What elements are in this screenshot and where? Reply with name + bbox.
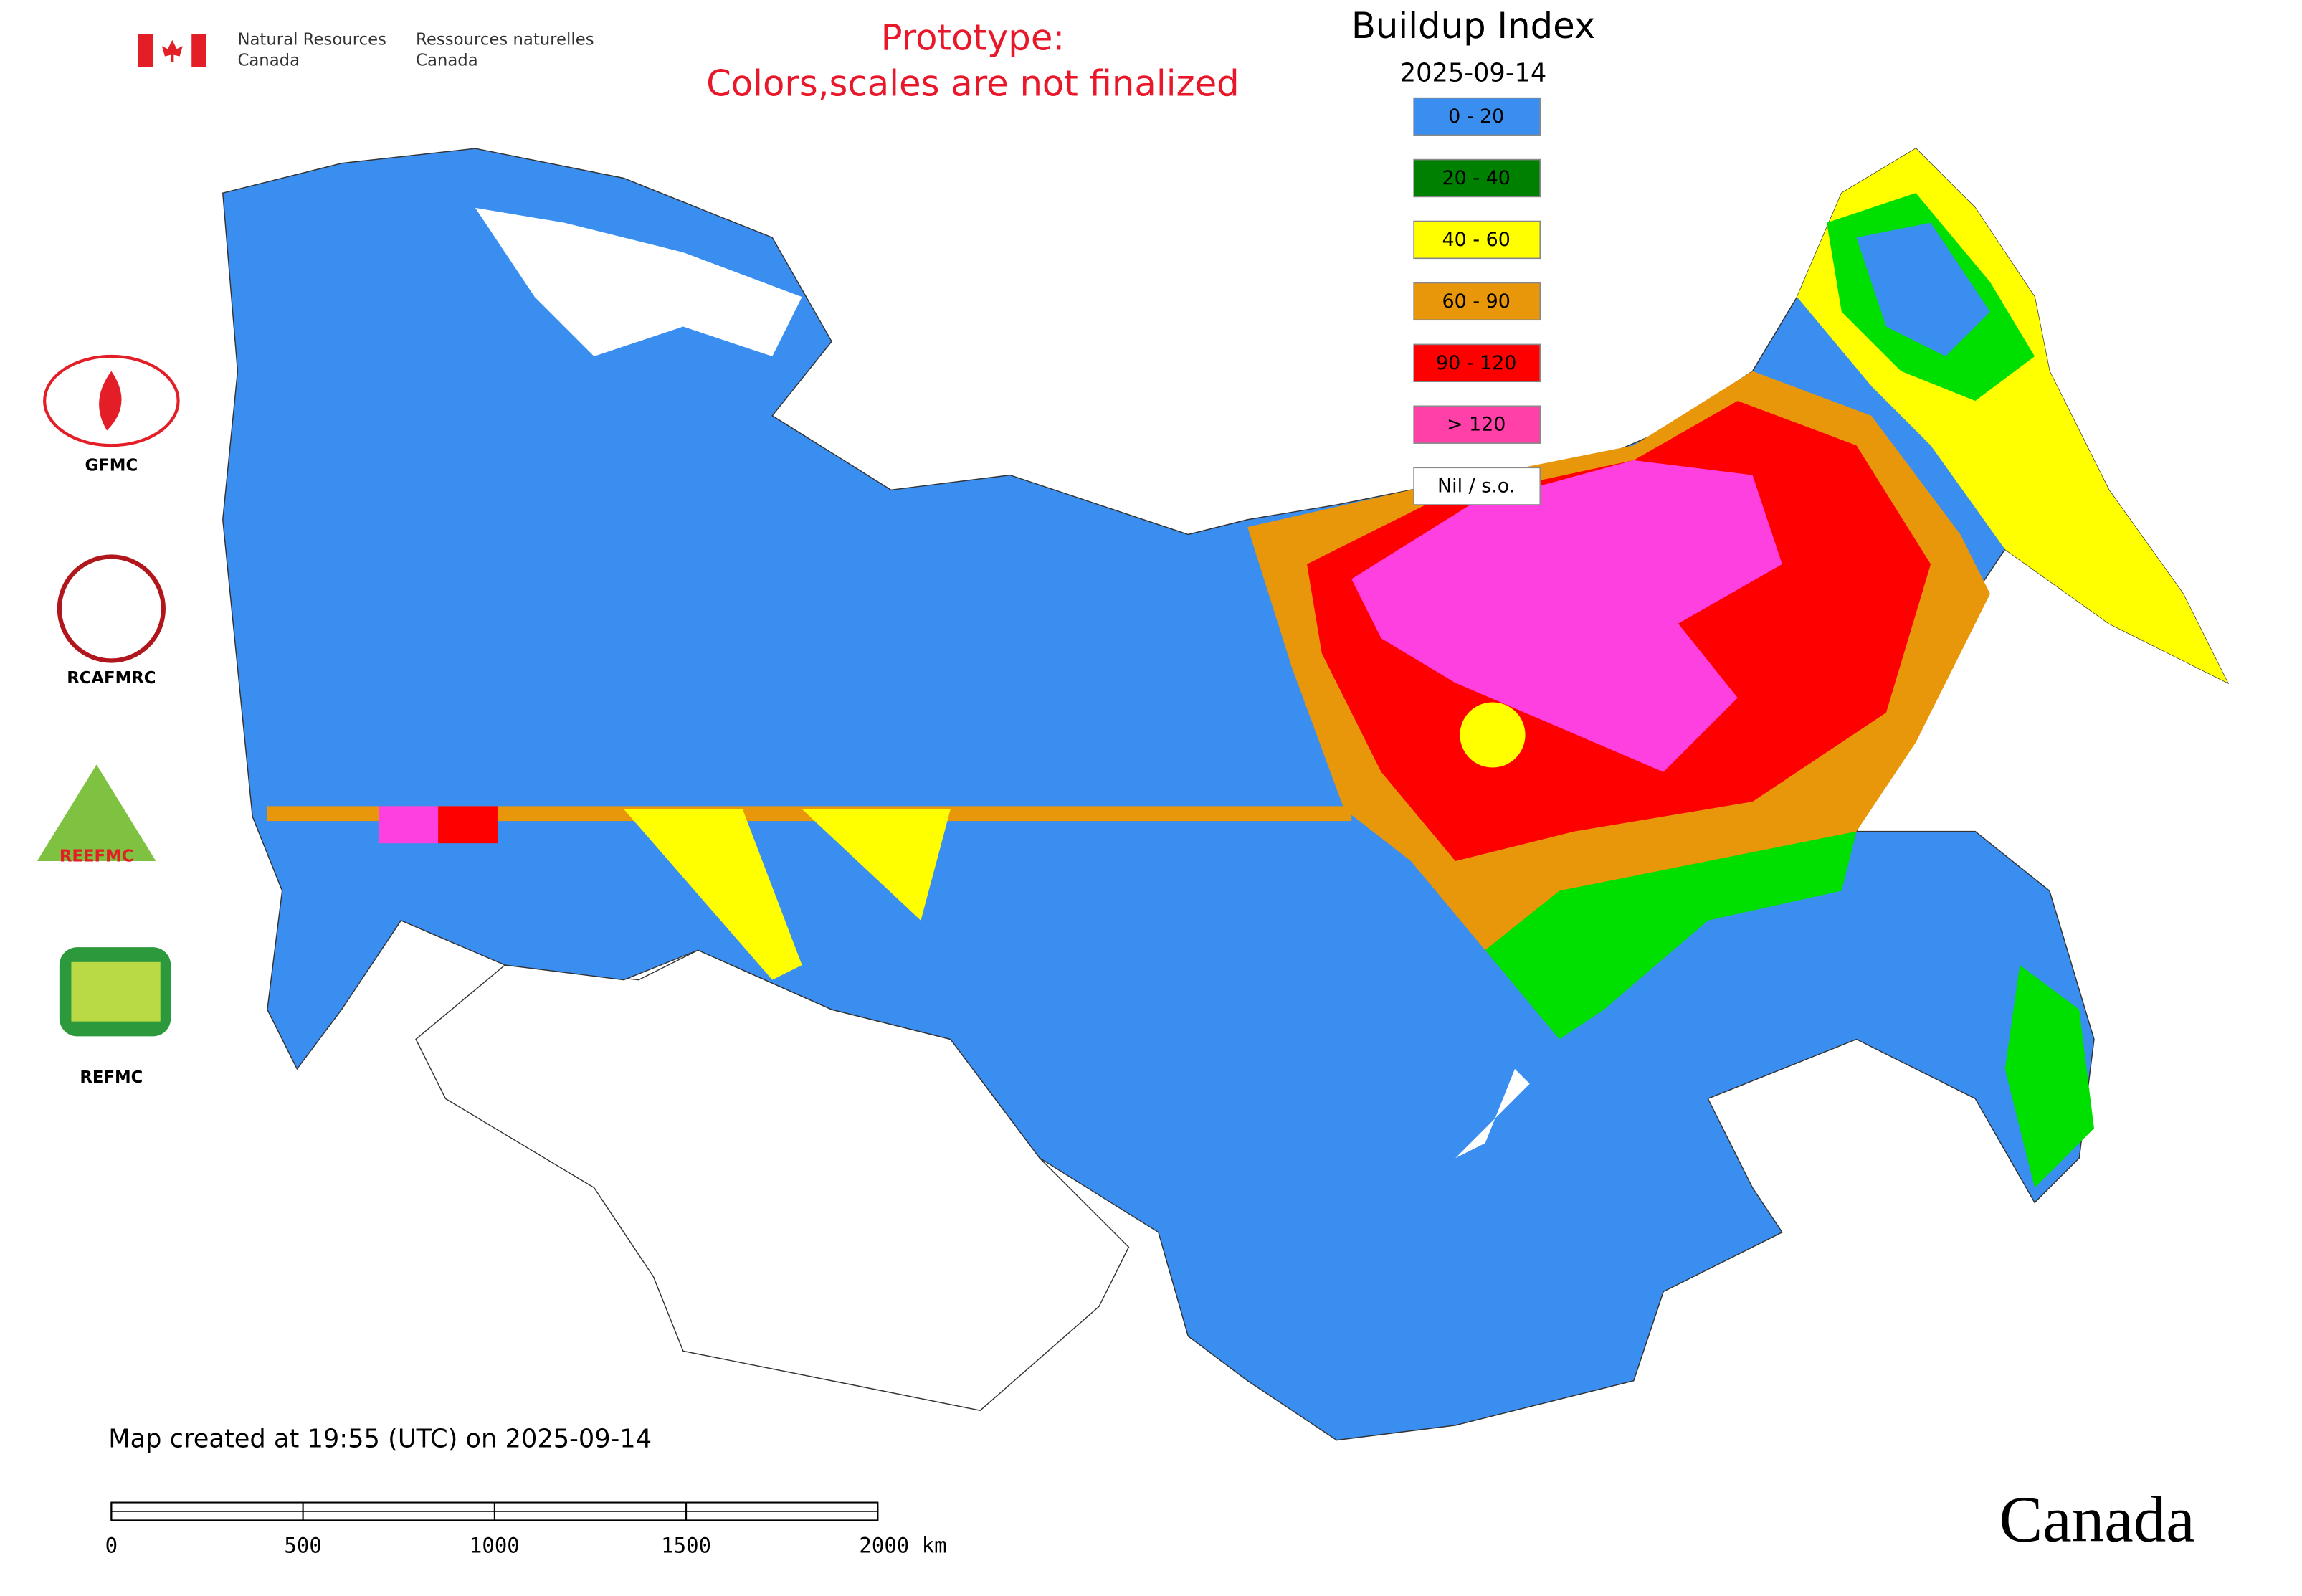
logo-label: RCAFMRC: [67, 669, 156, 688]
legend-swatch: [1413, 282, 1541, 321]
scale-bar: 0 500 1000 1500 2000 km: [105, 1501, 947, 1558]
created-note: Map created at 19:55 (UTC) on 2025-09-14: [108, 1425, 652, 1454]
agency-fr: Canada: [416, 51, 478, 70]
legend-swatch: [1413, 220, 1541, 260]
legend-swatch: [1413, 343, 1541, 382]
legend-swatch: [1413, 405, 1541, 444]
scale-label: 500: [284, 1534, 321, 1558]
reefmc-logo-text: REEFMC: [60, 847, 134, 865]
canada-flag: [138, 34, 206, 67]
legend-label: Nil / s.o.: [1437, 475, 1515, 498]
agency-en: Canada: [237, 51, 300, 70]
legend-swatch: [1413, 97, 1541, 136]
legend-swatch: [1413, 467, 1541, 505]
legend: 0 - 20 20 - 40 40 - 60 60 - 90 90 - 120 > 120…: [1413, 97, 1541, 505]
logo-label: GFMC: [85, 457, 138, 475]
notice: Prototype:: [881, 16, 1065, 58]
legend-label: 60 - 90: [1442, 290, 1511, 313]
legend-label: 40 - 60: [1442, 229, 1511, 251]
scale-label: 0: [105, 1534, 118, 1558]
scale-label: 1000: [470, 1534, 520, 1558]
map: [222, 148, 2230, 1441]
legend-label: 0 - 20: [1448, 105, 1504, 128]
legend-label: 90 - 120: [1436, 352, 1516, 374]
legend-label: > 120: [1447, 414, 1506, 436]
legend-title: Buildup Index: [1351, 5, 1595, 47]
logo-label: REFMC: [80, 1068, 143, 1087]
agency-en: Natural Resources: [237, 30, 386, 49]
scale-label: 2000 km: [859, 1534, 946, 1558]
notice: Colors,scales are not finalized: [706, 63, 1240, 105]
canada-wordmark: Canada: [1999, 1483, 2194, 1556]
scale-label: 1500: [661, 1534, 711, 1558]
logos: REEFMC: [37, 354, 180, 1037]
legend-swatch: [1413, 158, 1541, 198]
legend-date: 2025-09-14: [1400, 59, 1547, 88]
agency-fr: Ressources naturelles: [416, 30, 594, 49]
legend-label: 20 - 40: [1442, 167, 1511, 189]
